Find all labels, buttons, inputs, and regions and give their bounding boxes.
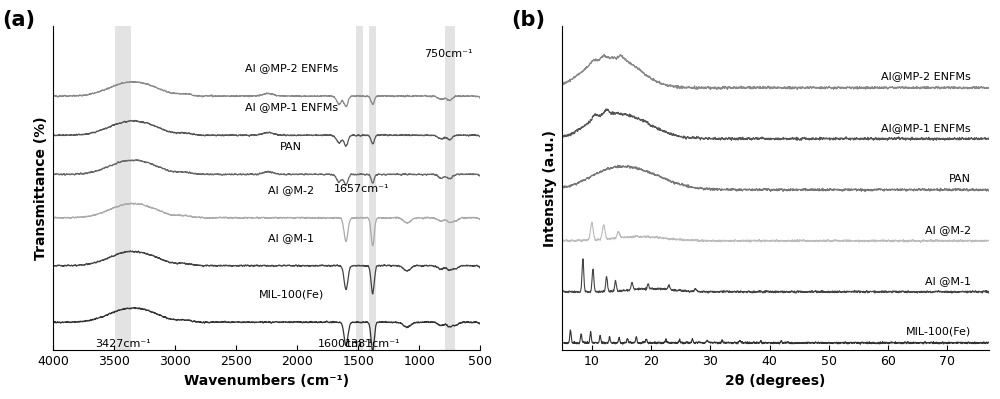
Text: 750cm⁻¹: 750cm⁻¹ [424, 49, 473, 59]
Text: Al @M-1: Al @M-1 [925, 276, 971, 286]
Bar [115, 26, 131, 350]
Text: (a): (a) [2, 10, 35, 30]
Y-axis label: Intensity (a.u.): Intensity (a.u.) [543, 130, 557, 247]
Text: Al @MP-2 ENFMs: Al @MP-2 ENFMs [245, 63, 338, 73]
Text: MIL-100(Fe): MIL-100(Fe) [906, 327, 971, 337]
Text: 1657cm⁻¹: 1657cm⁻¹ [334, 184, 389, 194]
Text: Al @M-2: Al @M-2 [925, 225, 971, 235]
Bar [356, 26, 363, 350]
Text: (b): (b) [511, 10, 545, 30]
X-axis label: 2θ (degrees): 2θ (degrees) [725, 374, 826, 388]
Text: PAN: PAN [280, 142, 302, 152]
Bar [369, 26, 376, 350]
Text: Al@MP-2 ENFMs: Al@MP-2 ENFMs [881, 71, 971, 81]
Text: Al @M-2: Al @M-2 [268, 185, 314, 195]
Text: Al@MP-1 ENFMs: Al@MP-1 ENFMs [881, 122, 971, 132]
Text: 1600cm⁻¹: 1600cm⁻¹ [318, 339, 374, 349]
Text: 1381cm⁻¹: 1381cm⁻¹ [345, 339, 400, 349]
Y-axis label: Transmittance (%): Transmittance (%) [34, 117, 48, 260]
Text: 3427cm⁻¹: 3427cm⁻¹ [95, 339, 151, 349]
Bar [445, 26, 455, 350]
Text: MIL-100(Fe): MIL-100(Fe) [259, 290, 324, 300]
Text: PAN: PAN [949, 174, 971, 184]
Text: Al @MP-1 ENFMs: Al @MP-1 ENFMs [245, 103, 338, 113]
Text: Al @M-1: Al @M-1 [268, 233, 314, 243]
X-axis label: Wavenumbers (cm⁻¹): Wavenumbers (cm⁻¹) [184, 374, 349, 388]
